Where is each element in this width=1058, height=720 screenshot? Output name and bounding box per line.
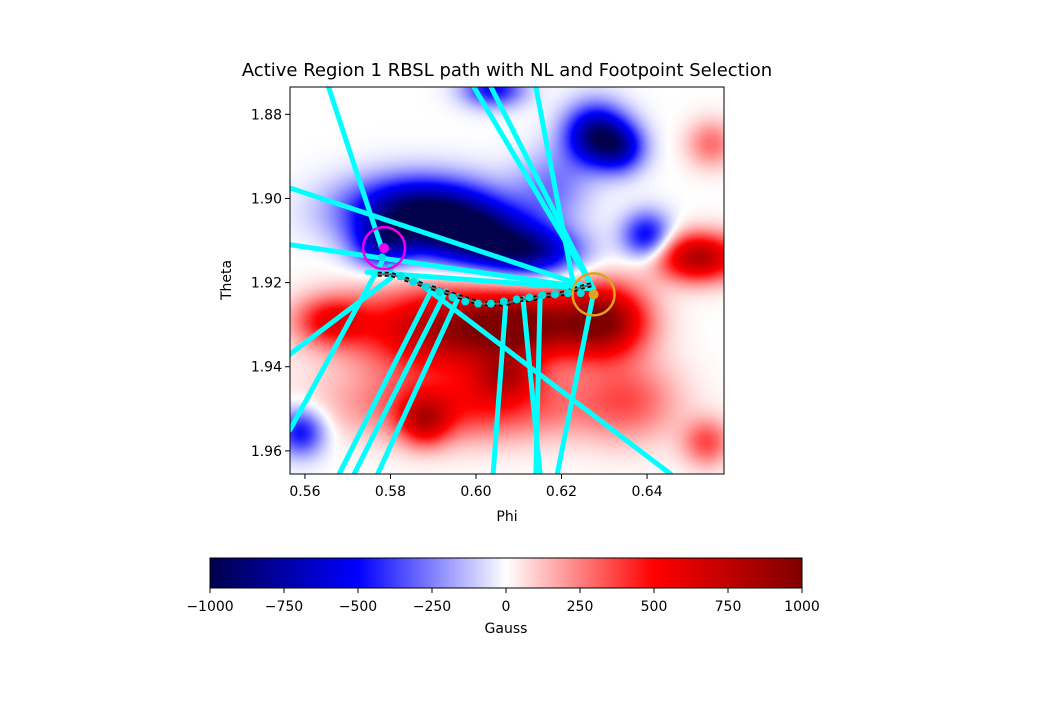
- nl-point: [551, 290, 560, 299]
- nl-points: [377, 253, 598, 308]
- colorbar-tick-label: 1000: [784, 599, 820, 615]
- footpoint-dot: [379, 243, 390, 254]
- field-line: [533, 87, 577, 292]
- y-tick-label: 1.96: [251, 444, 282, 460]
- field-line: [490, 299, 509, 474]
- y-tick-label: 1.94: [251, 360, 282, 376]
- colorbar-tick-label: 750: [715, 599, 742, 615]
- colorbar-tick-label: −750: [265, 599, 303, 615]
- colorbar: −1000 −750 −500 −250 0 250 500 750 1000 Gauss: [186, 557, 820, 637]
- field-line: [554, 290, 597, 474]
- field-lines: [290, 87, 674, 474]
- colorbar-gradient: [209, 557, 803, 589]
- field-line: [471, 87, 597, 292]
- nl-point: [474, 299, 483, 308]
- colorbar-tick-label: −1000: [186, 599, 233, 615]
- footpoint-ring: [571, 272, 616, 317]
- x-tick-label: 0.56: [289, 484, 320, 500]
- colorbar-label: Gauss: [485, 621, 528, 637]
- nl-point: [486, 299, 495, 308]
- footpoint-markers: [361, 225, 616, 317]
- x-axis: 0.56 0.58 0.60 0.62 0.64: [289, 474, 663, 500]
- nl-point: [461, 297, 470, 306]
- nl-point: [448, 293, 457, 302]
- field-line: [290, 275, 393, 357]
- field-line: [351, 288, 449, 474]
- x-axis-label: Phi: [496, 509, 517, 525]
- colorbar-tick-label: −500: [339, 599, 377, 615]
- footpoint-ring: [361, 225, 407, 271]
- field-line: [413, 278, 674, 474]
- nl-point: [397, 272, 406, 281]
- plot-area: [289, 86, 725, 475]
- y-axis: 1.88 1.90 1.92 1.94 1.96: [251, 107, 290, 460]
- nl-point: [525, 293, 534, 302]
- colorbar-ticks: −1000 −750 −500 −250 0 250 500 750 1000: [186, 588, 820, 615]
- colorbar-tick-label: 250: [567, 599, 594, 615]
- nl-point: [409, 277, 418, 286]
- nl-point: [377, 253, 386, 262]
- y-tick-label: 1.88: [251, 107, 282, 123]
- y-tick-label: 1.92: [251, 276, 282, 292]
- field-line: [290, 185, 597, 292]
- nl-point: [499, 297, 508, 306]
- field-line: [290, 242, 597, 292]
- y-tick-label: 1.90: [251, 191, 282, 207]
- nl-point: [512, 295, 521, 304]
- footpoint-dot: [588, 289, 599, 300]
- colorbar-tick-label: 0: [502, 599, 511, 615]
- field-line: [336, 284, 436, 474]
- colorbar-tick-label: −250: [413, 599, 451, 615]
- plot-frame: [289, 86, 725, 475]
- nl-point: [435, 287, 444, 296]
- nl-point: [563, 289, 572, 298]
- x-tick-label: 0.58: [375, 484, 406, 500]
- nl-point: [538, 291, 547, 300]
- field-line: [533, 293, 543, 474]
- x-tick-label: 0.62: [546, 484, 577, 500]
- chart-title: Active Region 1 RBSL path with NL and Fo…: [242, 60, 772, 81]
- y-axis-label: Theta: [219, 260, 235, 301]
- nl-point: [576, 289, 585, 298]
- nl-point: [421, 282, 430, 291]
- field-line: [375, 293, 462, 474]
- colorbar-tick-label: 500: [641, 599, 668, 615]
- field-line: [325, 87, 385, 252]
- x-tick-label: 0.60: [460, 484, 491, 500]
- field-line: [290, 259, 385, 433]
- x-tick-label: 0.64: [631, 484, 662, 500]
